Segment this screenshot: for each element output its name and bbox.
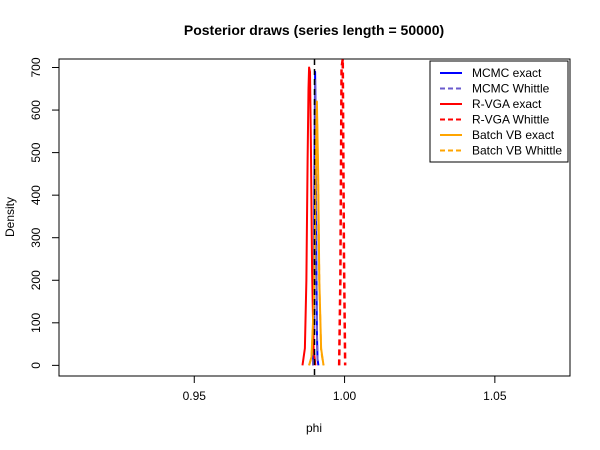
legend-label: MCMC exact [472,66,542,80]
series-line-r-vga-whittle [337,59,347,366]
legend-label: R-VGA exact [472,97,542,111]
legend-label: MCMC Whittle [472,82,550,96]
legend-label: Batch VB exact [472,128,555,142]
y-tick-label: 500 [29,142,43,162]
legend-box [429,60,569,163]
y-tick-label: 400 [29,185,43,205]
legend-label: R-VGA Whittle [472,113,550,127]
y-tick-label: 100 [29,312,43,332]
chart-title: Posterior draws (series length = 50000) [184,22,444,38]
x-tick-label: 1.05 [483,389,507,403]
x-axis: 0.95 1.00 1.05 [183,376,507,403]
y-axis-label: Density [3,197,17,237]
plot-area [301,59,347,376]
x-tick-label: 1.00 [333,389,357,403]
series-line-batch-vb-whittle [308,109,325,366]
legend-label: Batch VB Whittle [472,144,562,158]
y-tick-label: 600 [29,100,43,120]
y-tick-label: 700 [29,57,43,77]
x-axis-label: phi [306,421,322,435]
y-axis: 0 100 200 300 400 500 600 700 [29,57,59,369]
y-tick-label: 0 [29,362,43,369]
y-tick-label: 200 [29,270,43,290]
y-tick-label: 300 [29,227,43,247]
series-line-r-vga-exact [301,66,317,366]
x-tick-label: 0.95 [183,389,207,403]
